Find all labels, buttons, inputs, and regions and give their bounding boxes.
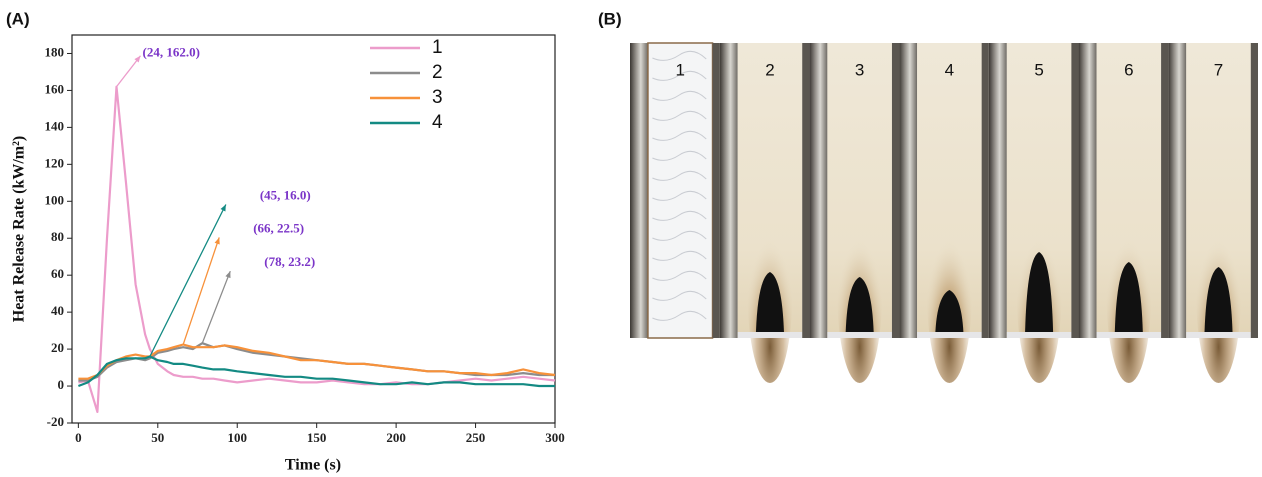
- annotation-arrowhead: [220, 204, 226, 212]
- annotation-arrow: [115, 55, 142, 88]
- fabric-crease: [652, 250, 707, 261]
- burn-hole: [755, 272, 784, 332]
- fabric-crease: [652, 270, 707, 281]
- legend-label: 4: [432, 112, 443, 133]
- fabric-crease: [652, 150, 707, 161]
- photo-label: 4: [945, 60, 954, 79]
- plot-frame: [71, 34, 556, 424]
- metal-edge: [988, 43, 1007, 338]
- x-tick-label: 300: [545, 430, 565, 445]
- base: [1006, 332, 1072, 338]
- y-tick-label: 180: [45, 44, 65, 59]
- metal-edge: [891, 43, 900, 338]
- burn-hole: [1114, 262, 1143, 332]
- fabric-crease: [652, 50, 707, 61]
- metal-edge: [1071, 43, 1079, 338]
- fabric-crease: [652, 290, 707, 301]
- fabric: [647, 42, 714, 339]
- panel-label: (B): [598, 9, 622, 28]
- metal-edge: [1161, 43, 1169, 338]
- x-tick-label: 200: [386, 430, 406, 445]
- metal-edge: [1078, 43, 1097, 338]
- fabric-crease: [652, 310, 707, 321]
- burn-hole: [935, 290, 964, 332]
- metal-edge: [802, 43, 810, 338]
- y-axis-title: Heat Release Rate (kW/m²): [11, 136, 28, 323]
- metal-edge: [1168, 43, 1187, 338]
- series-line: [78, 355, 555, 388]
- fabric-crease: [652, 70, 707, 81]
- photo-label: 1: [676, 60, 685, 79]
- burn-hole: [1204, 267, 1233, 332]
- annotation-arrowhead: [214, 237, 220, 245]
- photo-label: 3: [855, 60, 864, 79]
- x-tick-label: 0: [75, 430, 82, 445]
- annotation-label: (45, 16.0): [260, 187, 311, 202]
- annotation-label: (66, 22.5): [253, 220, 304, 235]
- y-tick-label: 80: [51, 229, 64, 244]
- fabric-crease: [652, 230, 707, 241]
- annotation-arrowhead: [225, 271, 231, 279]
- base: [1096, 332, 1162, 338]
- fabric-crease: [652, 210, 707, 221]
- annotation-arrow: [182, 237, 220, 345]
- base: [1186, 332, 1251, 338]
- burn-hole: [1025, 252, 1054, 332]
- series-line: [78, 343, 556, 380]
- base: [737, 332, 803, 338]
- base: [917, 332, 982, 338]
- x-tick-label: 250: [466, 430, 486, 445]
- fabric-crease: [652, 90, 707, 101]
- metal-edge: [630, 43, 648, 338]
- y-tick-label: 120: [45, 155, 65, 170]
- photo-label: 7: [1214, 60, 1223, 79]
- y-tick-label: 60: [51, 266, 64, 281]
- panel-label: (A): [6, 9, 30, 28]
- y-tick-label: 0: [58, 377, 65, 392]
- photo-panel: 1 2 3 4 5 6 7: [630, 42, 1258, 383]
- annotation-arrowhead: [134, 55, 141, 63]
- burn-hole: [845, 277, 874, 332]
- y-tick-label: 160: [45, 81, 65, 96]
- photo-label: 6: [1124, 60, 1133, 79]
- legend-label: 3: [432, 87, 443, 108]
- fabric-crease: [652, 190, 707, 201]
- y-tick-label: 140: [45, 118, 65, 133]
- x-tick-label: 100: [227, 430, 247, 445]
- fabric-crease: [652, 130, 707, 141]
- y-tick-label: -20: [47, 414, 64, 429]
- metal-edge: [981, 43, 989, 338]
- metal-edge: [719, 43, 738, 338]
- series-line: [78, 85, 556, 413]
- y-tick-label: 20: [51, 340, 64, 355]
- x-tick-label: 150: [307, 430, 327, 445]
- metal-edge: [809, 43, 828, 338]
- photo-label: 2: [765, 60, 774, 79]
- metal-edge: [899, 43, 918, 338]
- annotation-arrow: [201, 270, 231, 344]
- y-tick-label: 40: [51, 303, 64, 318]
- annotation-label: (24, 162.0): [142, 45, 199, 60]
- annotation-arrow: [149, 204, 227, 357]
- metal-edge: [1250, 43, 1258, 338]
- photo-label: 5: [1034, 60, 1043, 79]
- y-tick-label: 100: [45, 192, 65, 207]
- base: [827, 332, 892, 338]
- fabric-crease: [652, 170, 707, 181]
- annotation-label: (78, 23.2): [264, 254, 315, 269]
- x-tick-label: 50: [151, 430, 164, 445]
- legend-label: 1: [432, 37, 443, 58]
- legend-label: 2: [432, 62, 443, 83]
- metal-edge: [712, 43, 720, 338]
- x-axis-title: Time (s): [285, 457, 341, 474]
- fabric-crease: [652, 110, 707, 121]
